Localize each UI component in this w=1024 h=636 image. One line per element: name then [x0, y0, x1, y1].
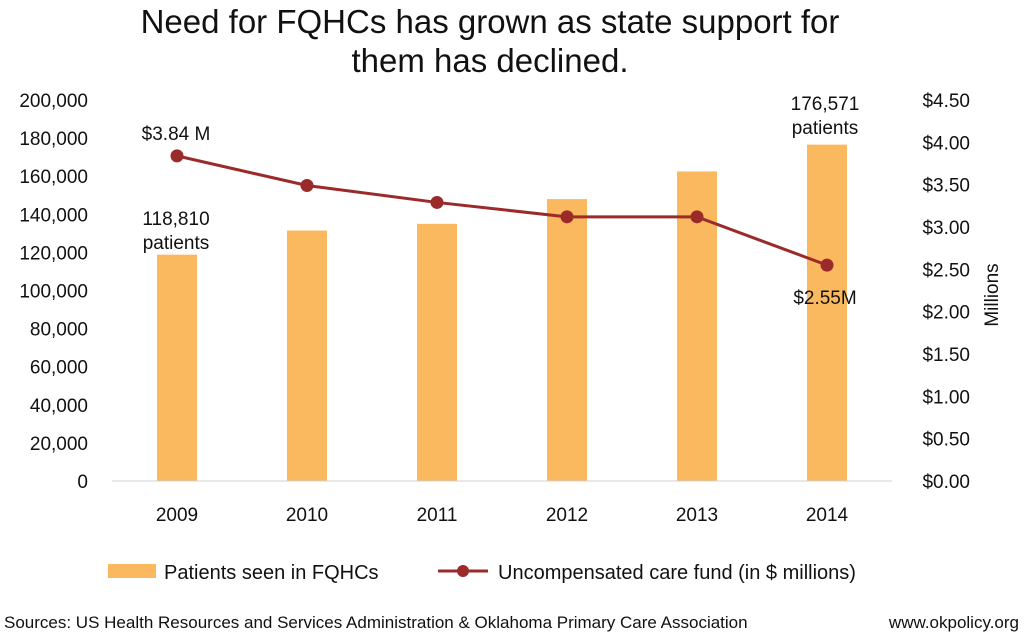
- x-axis-tick-label: 2009: [156, 505, 198, 526]
- line-series: [170, 149, 834, 272]
- bar: [417, 223, 457, 481]
- chart-title-line-2: them has declined.: [351, 42, 628, 79]
- source-note: Sources: US Health Resources and Service…: [4, 613, 748, 632]
- right-axis-tick-label: $3.50: [922, 176, 970, 197]
- right-axis-tick-label: $2.00: [922, 303, 970, 324]
- left-axis-ticks: 0 20,000 40,000 60,000 80,000 100,000 120,000 1…: [19, 91, 88, 493]
- line-point: [820, 258, 834, 272]
- bar-series: [157, 144, 847, 481]
- legend-line-label: Uncompensated care fund (in $ millions): [498, 562, 856, 584]
- x-axis-tick-label: 2010: [286, 505, 328, 526]
- line-point: [300, 179, 314, 193]
- right-axis-title: Millions: [982, 263, 1003, 326]
- legend-line-marker: [457, 565, 469, 577]
- right-axis-tick-label: $0.50: [922, 430, 970, 451]
- line-point: [430, 195, 444, 209]
- x-axis-tick-label: 2014: [806, 505, 849, 526]
- right-axis-tick-label: $1.50: [922, 345, 970, 366]
- left-axis-tick-label: 100,000: [19, 282, 88, 303]
- bar: [547, 199, 587, 481]
- x-axis-tick-label: 2011: [417, 505, 458, 526]
- annotation-first-point: $3.84 M: [142, 124, 211, 145]
- x-axis-tick-label: 2013: [676, 505, 718, 526]
- left-axis-tick-label: 0: [77, 472, 88, 493]
- left-axis-tick-label: 200,000: [19, 91, 88, 112]
- legend-bar-swatch: [108, 564, 156, 578]
- x-axis-ticks: 2009 2010 2011 2012 2013 2014: [156, 505, 849, 526]
- bar: [807, 144, 847, 481]
- left-axis-tick-label: 20,000: [30, 434, 88, 455]
- legend: Patients seen in FQHCs Uncompensated car…: [108, 562, 856, 584]
- line-path: [176, 154, 828, 267]
- line-point: [690, 210, 704, 224]
- left-axis-tick-label: 140,000: [19, 205, 88, 226]
- left-axis-tick-label: 120,000: [19, 243, 88, 264]
- right-axis-tick-label: $4.50: [922, 91, 970, 112]
- right-axis-tick-label: $4.00: [922, 133, 970, 154]
- right-axis-ticks: $0.00 $0.50 $1.00 $1.50 $2.00 $2.50 $3.00 $3.50…: [922, 91, 970, 493]
- left-axis-tick-label: 160,000: [19, 167, 88, 188]
- annotation-last-bar-line-2: patients: [792, 118, 859, 139]
- annotation-first-bar-line-2: patients: [143, 233, 210, 254]
- line-point: [560, 210, 574, 224]
- right-axis-tick-label: $1.00: [922, 387, 970, 408]
- left-axis-tick-label: 80,000: [30, 320, 88, 341]
- right-axis-tick-label: $3.00: [922, 218, 970, 239]
- right-axis-tick-label: $0.00: [922, 472, 970, 493]
- bar: [157, 254, 197, 481]
- right-axis-tick-label: $2.50: [922, 260, 970, 281]
- x-axis-tick-label: 2012: [546, 505, 588, 526]
- annotation-first-bar-line-1: 118,810: [142, 209, 209, 230]
- legend-bar-label: Patients seen in FQHCs: [164, 562, 379, 584]
- annotation-last-bar-line-1: 176,571: [791, 94, 860, 115]
- chart-title-line-1: Need for FQHCs has grown as state suppor…: [141, 3, 840, 40]
- annotation-last-point: $2.55M: [793, 288, 856, 309]
- left-axis-tick-label: 60,000: [30, 358, 88, 379]
- left-axis-tick-label: 180,000: [19, 129, 88, 150]
- left-axis-tick-label: 40,000: [30, 396, 88, 417]
- website-link[interactable]: www.okpolicy.org: [888, 613, 1019, 632]
- bar: [287, 230, 327, 481]
- line-point: [170, 149, 184, 163]
